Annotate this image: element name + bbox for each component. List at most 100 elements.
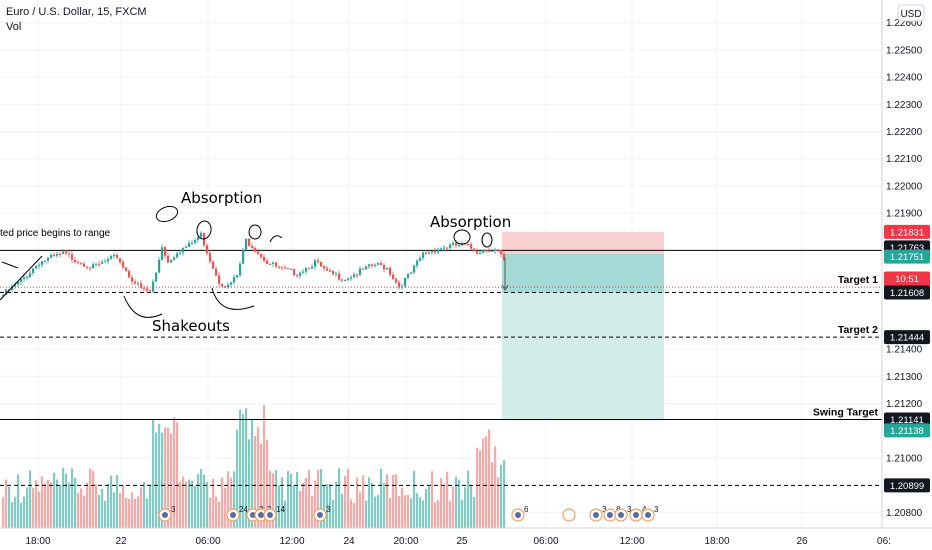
volume-bar <box>44 483 47 528</box>
currency-badge-box[interactable] <box>897 4 925 22</box>
candle-body <box>329 270 332 272</box>
candle-body <box>80 262 83 264</box>
x-tick-label: 06: <box>877 536 891 547</box>
volume-bar <box>341 493 344 528</box>
candle-body <box>197 237 200 241</box>
candle-body <box>116 254 119 259</box>
volume-bar <box>74 477 77 528</box>
volume-bar <box>323 485 326 528</box>
volume-bar <box>497 477 500 528</box>
event-dot <box>633 512 639 518</box>
candle-body <box>83 263 86 267</box>
volume-bar <box>236 429 239 528</box>
candle-body <box>374 264 377 266</box>
shape-trend-line <box>0 255 43 301</box>
volume-bar <box>104 500 107 528</box>
level-label-target-2: Target 2 <box>838 324 878 336</box>
volume-bar <box>209 497 212 528</box>
volume-bar <box>476 447 479 528</box>
stop-loss-zone[interactable] <box>502 231 664 254</box>
volume-bar <box>494 446 497 528</box>
volume-bar <box>320 469 323 528</box>
price-tag: 1.21831 <box>884 224 930 239</box>
candle-body <box>296 275 299 277</box>
price-tag-text: 1.21444 <box>890 333 924 344</box>
event-dot <box>593 512 599 518</box>
event-dot <box>267 512 273 518</box>
x-tick-label: 22 <box>115 536 127 547</box>
volume-bar <box>11 502 14 528</box>
candle-body <box>17 281 20 285</box>
volume-bar <box>344 476 347 528</box>
volume-bar <box>311 495 314 528</box>
annotation-range-note: ted price begins to range <box>0 228 111 239</box>
event-marker[interactable]: 3 <box>313 505 331 522</box>
currency-badge[interactable]: USD <box>900 9 921 20</box>
candle-body <box>230 282 233 285</box>
candle-body <box>356 274 359 276</box>
event-marker[interactable]: 6 <box>511 505 529 522</box>
candle-body <box>26 276 29 278</box>
chart-grid <box>0 0 885 528</box>
event-marker[interactable]: 24 <box>226 505 248 522</box>
event-flag-icon[interactable] <box>562 508 576 522</box>
event-dot <box>230 512 236 518</box>
volume-bar <box>188 479 191 528</box>
event-marker[interactable]: 3 <box>589 505 607 522</box>
volume-bar <box>95 484 98 528</box>
candle-body <box>92 264 95 269</box>
price-tag-text: 1.21138 <box>890 426 924 437</box>
x-tick-label: 26 <box>796 536 808 547</box>
candle-body <box>497 249 500 251</box>
candle-body <box>314 260 317 267</box>
candle-body <box>377 263 380 265</box>
volume-bar <box>206 482 209 528</box>
y-tick-label: 1.22500 <box>886 45 923 56</box>
event-count: 3 <box>602 505 607 514</box>
candle-body <box>44 260 47 262</box>
event-marker[interactable]: 3 <box>641 505 659 522</box>
time-axis[interactable]: 18:00 22 06:00 12:00 24 20:00 25 06:00 12:00 18:0… <box>25 536 890 547</box>
volume-bar <box>176 422 179 528</box>
volume-bar <box>461 499 464 528</box>
volume-bar <box>197 474 200 528</box>
volume-bar <box>191 480 194 528</box>
volume-bar <box>392 474 395 528</box>
volume-bar <box>167 427 170 528</box>
candle-body <box>50 254 53 258</box>
volume-bar <box>353 502 356 528</box>
volume-bar <box>269 470 272 528</box>
volume-bar <box>98 494 101 528</box>
volume-bar <box>26 487 29 528</box>
event-dot <box>645 512 651 518</box>
economic-events[interactable]: 32432143638343 <box>158 505 659 522</box>
volume-bar <box>455 476 458 528</box>
candle-body <box>323 266 326 269</box>
x-tick-label: 12:00 <box>279 536 304 547</box>
volume-bar <box>86 482 89 528</box>
event-marker[interactable]: 3 <box>158 505 176 522</box>
candle-body <box>143 288 146 290</box>
candle-body <box>434 251 437 253</box>
volume-bar <box>416 493 419 528</box>
candle-body <box>221 283 224 287</box>
candle-body <box>59 253 62 255</box>
volume-bar <box>200 469 203 528</box>
candle-body <box>287 268 290 270</box>
price-axis[interactable]: 1.22600 1.22500 1.22400 1.22300 1.22200 1.221… <box>886 18 923 519</box>
event-marker[interactable]: 3 <box>614 505 632 522</box>
event-marker[interactable]: 14 <box>263 505 285 522</box>
candle-body <box>23 277 26 280</box>
price-tag-box <box>884 271 930 286</box>
volume-bar <box>128 498 131 528</box>
candle-body <box>251 245 254 249</box>
candle-body <box>188 243 191 247</box>
candle-body <box>239 263 242 276</box>
candle-body <box>194 240 197 243</box>
volume-bar <box>302 482 305 528</box>
event-dot <box>317 512 323 518</box>
price-tag: 1.21141 <box>884 412 930 427</box>
volume-bar <box>35 480 38 528</box>
candle-body <box>41 261 44 265</box>
